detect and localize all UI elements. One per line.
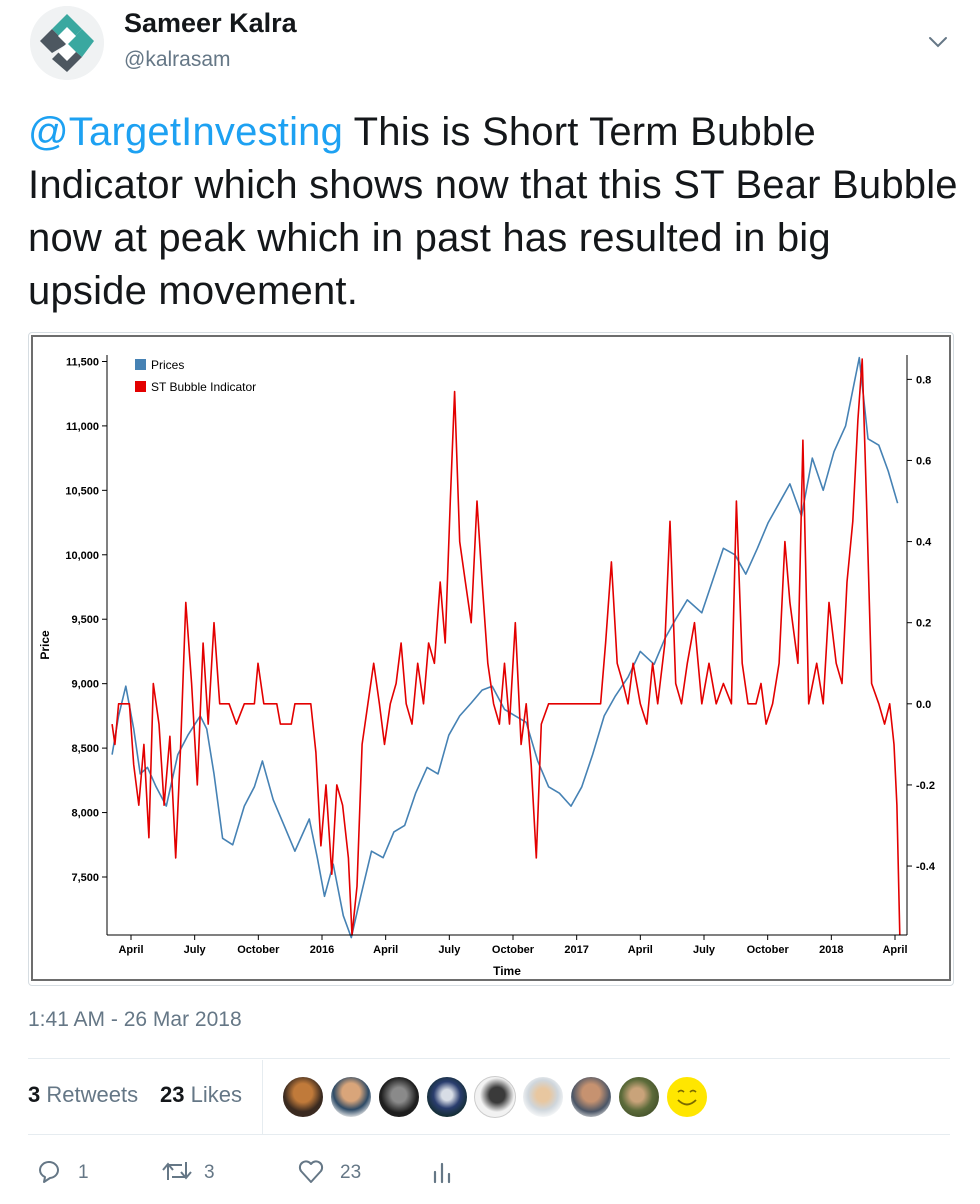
y-right-tick-label: -0.2 [916,780,935,792]
y-axis-label: Price [38,630,52,660]
like-button[interactable]: 23 [296,1156,386,1192]
divider [28,1058,950,1059]
author-handle[interactable]: @kalrasam [124,48,231,71]
analytics-icon [433,1162,451,1184]
x-tick-label: July [438,944,461,956]
legend-swatch [135,359,146,370]
author-name[interactable]: Sameer Kalra [124,8,297,38]
y-left-tick-label: 9,500 [71,614,99,626]
divider [28,1134,950,1135]
likes-count: 23 [160,1082,185,1107]
retweet-button[interactable]: 3 [160,1156,240,1192]
tweet-media[interactable]: 11,500 11,000 10,500 10,000 9,500 9,000 8,500 8… [28,332,954,986]
mention-link[interactable]: @TargetInvesting [28,110,344,154]
smiley-face-icon [677,1089,697,1106]
liker-avatar[interactable] [474,1076,516,1118]
like-count: 23 [340,1162,362,1183]
tweet-header: Sameer Kalra @kalrasam [0,0,980,100]
liker-avatar[interactable] [282,1076,324,1118]
liker-avatar[interactable] [522,1076,564,1118]
tweet-timestamp[interactable]: 1:41 AM - 26 Mar 2018 [28,1008,242,1031]
tweet-stats: 3 Retweets 23 Likes [28,1060,950,1134]
tweet-text: @TargetInvesting This is Short Term Bubb… [28,106,958,318]
analytics-button[interactable] [428,1156,458,1192]
y-left-tick-label: 9,000 [71,679,99,691]
y-left-tick-label: 10,500 [65,485,99,497]
y-right-tick-label: 0.2 [916,618,931,630]
tweet-actions: 1 3 23 [28,1150,950,1200]
y-right-tick-label: 0.0 [916,699,931,711]
likes-label: Likes [190,1082,242,1107]
x-tick-label: July [184,944,207,956]
x-tick-label: April [373,944,398,956]
author-logo-icon [30,6,104,80]
y-right-tick-label: 0.4 [916,537,932,549]
tweet-body: This is Short Term Bubble Indicator whic… [28,110,958,313]
liker-avatar[interactable] [330,1076,372,1118]
liker-avatar[interactable] [378,1076,420,1118]
y-left-tick-label: 7,500 [71,872,99,884]
chart-frame: 11,500 11,000 10,500 10,000 9,500 9,000 8,500 8… [31,335,951,981]
x-tick-label: April [118,944,143,956]
y-right-tick-label: -0.4 [916,861,936,873]
reply-button[interactable]: 1 [34,1156,104,1192]
x-axis-label: Time [493,964,521,978]
x-tick-label: April [628,944,653,956]
x-tick-label: October [237,944,280,956]
chevron-down-icon[interactable] [926,30,950,54]
y-left-tick-label: 11,000 [66,421,99,433]
y-left-tick-label: 8,000 [71,808,99,820]
x-tick-label: 2016 [310,944,334,956]
x-tick-label: 2018 [819,944,843,956]
heart-icon [298,1160,324,1183]
y-right-tick-label: 0.8 [916,374,931,386]
y-right-tick-label: 0.6 [916,455,931,467]
author-avatar[interactable] [30,6,104,80]
x-tick-label: October [492,944,535,956]
price-indicator-chart: 11,500 11,000 10,500 10,000 9,500 9,000 8,500 8… [38,355,936,978]
liker-avatar[interactable] [426,1076,468,1118]
reply-count: 1 [78,1162,89,1183]
x-tick-label: April [882,944,907,956]
y-left-tick-label: 11,500 [66,356,99,368]
y-left-tick-label: 10,000 [65,550,99,562]
retweets-label: Retweets [46,1082,139,1107]
retweet-count: 3 [204,1162,215,1183]
likes-stat[interactable]: 23 Likes [160,1082,242,1108]
retweets-stat[interactable]: 3 Retweets [28,1082,138,1108]
x-tick-label: July [693,944,716,956]
prices-series-line [111,356,899,939]
y-left-tick-label: 8,500 [71,743,99,755]
bubble-indicator-series-line [111,358,901,936]
reply-icon [39,1161,59,1183]
legend-label: Prices [151,358,184,372]
liker-avatar[interactable] [570,1076,612,1118]
liker-avatar[interactable] [618,1076,660,1118]
retweet-icon [162,1162,192,1180]
x-tick-label: 2017 [564,944,588,956]
retweets-count: 3 [28,1082,41,1107]
legend-label: ST Bubble Indicator [151,380,256,394]
legend-swatch [135,381,146,392]
stats-divider [262,1060,263,1134]
smiley-avatar[interactable] [666,1076,708,1118]
x-tick-label: October [747,944,790,956]
